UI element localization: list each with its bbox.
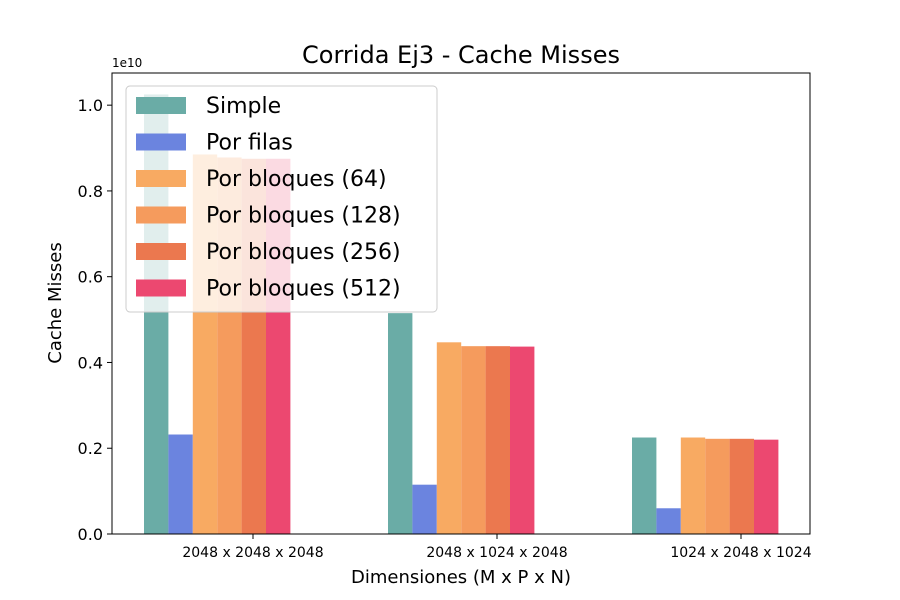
x-tick-label: 1024 x 2048 x 1024 (670, 545, 811, 561)
y-tick-label: 0.6 (78, 268, 103, 287)
legend-swatch (136, 206, 186, 224)
y-tick-label: 0.2 (78, 439, 103, 458)
legend-label: Por bloques (128) (206, 204, 401, 229)
legend-swatch (136, 133, 186, 151)
y-axis: 0.0 0.2 0.4 0.6 0.8 1.0 (78, 96, 112, 544)
legend-label: Por bloques (256) (206, 240, 401, 265)
bar-6-cat-3 (754, 439, 779, 534)
y-tick-label: 0.0 (78, 525, 103, 544)
x-axis-label: Dimensiones (M x P x N) (351, 567, 571, 588)
x-tick-label: 2048 x 1024 x 2048 (426, 545, 567, 561)
bar-4-cat-3 (705, 438, 730, 534)
bar-1-cat-3 (632, 437, 657, 534)
plot-frame (111, 72, 811, 535)
bar-5-cat-2 (485, 346, 510, 534)
legend-swatch (136, 279, 186, 297)
legend-swatch (136, 243, 186, 260)
bar-5-cat-3 (729, 438, 754, 534)
y-tick-label: 1.0 (78, 96, 103, 115)
bar-4-cat-2 (461, 346, 486, 534)
x-tick-label: 2048 x 2048 x 2048 (182, 545, 323, 561)
bar-2-cat-3 (656, 508, 681, 534)
legend-label: Por bloques (64) (206, 167, 387, 192)
bar-3-cat-2 (436, 342, 462, 534)
chart-title: Corrida Ej3 - Cache Misses (302, 41, 620, 69)
legend-swatch (136, 170, 186, 187)
y-tick-label: 0.8 (78, 182, 103, 201)
bar-2-cat-1 (168, 434, 193, 534)
x-axis: 2048 x 2048 x 2048 2048 x 1024 x 2048 1024… (182, 534, 812, 561)
legend-label: Simple (206, 94, 281, 119)
legend-label: Por bloques (512) (206, 277, 401, 302)
bar-6-cat-2 (510, 346, 535, 534)
legend-box (125, 85, 438, 313)
legend-label: Por filas (206, 131, 293, 156)
legend-swatch (136, 97, 186, 114)
bar-2-cat-2 (412, 484, 437, 534)
y-tick-label: 0.4 (78, 353, 103, 372)
bar-1-cat-2 (388, 313, 413, 534)
y-axis-label: Cache Misses (45, 242, 66, 363)
legend: Simple Por filas Por bloques (64) Por bloqu… (125, 85, 438, 313)
y-scale-label: 1e10 (112, 56, 142, 70)
bar-3-cat-3 (680, 437, 706, 534)
